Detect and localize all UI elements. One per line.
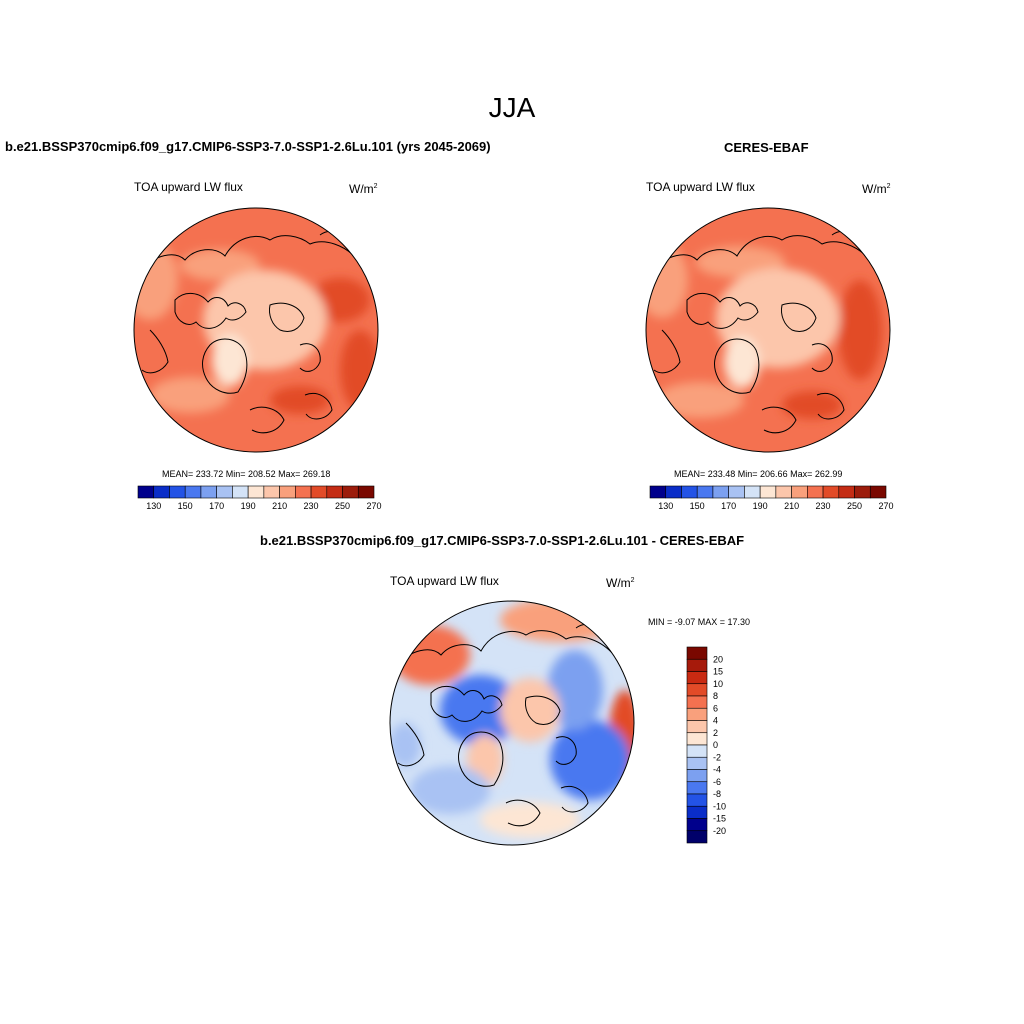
colorbar-ceres-label: 170 xyxy=(721,501,736,511)
colorbar-difference-label: -10 xyxy=(713,801,726,811)
colorbar-difference-swatch xyxy=(686,769,708,783)
colorbar-model-swatch xyxy=(326,485,343,499)
colorbar-model-label: 190 xyxy=(241,501,256,511)
colorbar-model-swatch xyxy=(169,485,186,499)
colorbar-ceres: 130 150 170 190 210 230 250 270 xyxy=(649,485,894,511)
colorbar-model-label: 270 xyxy=(366,501,381,511)
colorbar-ceres-swatch xyxy=(822,485,840,499)
colorbar-difference-label: -15 xyxy=(713,814,726,824)
colorbar-difference-swatch xyxy=(686,707,708,721)
map-model xyxy=(134,208,378,452)
colorbar-ceres-label: 190 xyxy=(753,501,768,511)
colorbar-model-swatch xyxy=(184,485,202,499)
colorbar-model-swatch xyxy=(342,485,359,499)
colorbar-difference-swatch xyxy=(686,695,708,709)
colorbar-ceres-label: 130 xyxy=(658,501,673,511)
colorbar-model-label: 230 xyxy=(304,501,319,511)
colorbar-difference-swatch xyxy=(686,720,708,734)
panel-1-stats: MEAN= 233.72 Min= 208.52 Max= 269.18 xyxy=(162,469,331,479)
colorbar-ceres-swatch xyxy=(854,485,871,499)
colorbar-model-label: 150 xyxy=(178,501,193,511)
panel-2-variable: TOA upward LW flux xyxy=(646,180,755,194)
colorbar-model-swatch xyxy=(357,485,375,499)
colorbar-ceres-swatch xyxy=(807,485,824,499)
panel-1-variable: TOA upward LW flux xyxy=(134,180,243,194)
colorbar-difference-swatch xyxy=(686,646,708,660)
colorbar-model-label: 250 xyxy=(335,501,350,511)
colorbar-ceres-swatch xyxy=(696,485,714,499)
colorbar-ceres-label: 230 xyxy=(816,501,831,511)
panel-1-title: b.e21.BSSP370cmip6.f09_g17.CMIP6-SSP3-7.… xyxy=(5,139,491,154)
colorbar-model-swatch xyxy=(279,485,296,499)
colorbar-model-swatch xyxy=(200,485,217,499)
colorbar-difference-swatch xyxy=(686,830,708,844)
panel-3-variable: TOA upward LW flux xyxy=(390,574,499,588)
colorbar-difference-label: -4 xyxy=(713,765,721,775)
colorbar-difference-label: 4 xyxy=(713,716,718,726)
colorbar-difference-swatch xyxy=(686,805,708,819)
colorbar-difference-swatch xyxy=(686,756,708,770)
colorbar-difference-label: -8 xyxy=(713,789,721,799)
colorbar-difference-label: -6 xyxy=(713,777,721,787)
colorbar-difference-label: -20 xyxy=(713,826,726,836)
colorbar-ceres-label: 270 xyxy=(878,501,893,511)
colorbar-difference-swatch xyxy=(686,781,708,795)
colorbar-model-swatch xyxy=(295,485,312,499)
panel-2-title: CERES-EBAF xyxy=(724,140,809,155)
colorbar-ceres-swatch xyxy=(712,485,729,499)
figure-title: JJA xyxy=(488,92,536,123)
panel-1-units: W/m2 xyxy=(349,182,378,196)
panel-2-stats: MEAN= 233.48 Min= 206.66 Max= 262.99 xyxy=(674,469,843,479)
colorbar-difference-label: 20 xyxy=(713,654,723,664)
colorbar-difference-swatch xyxy=(686,793,708,807)
colorbar-difference-swatch xyxy=(686,683,708,697)
map-ceres xyxy=(646,208,890,452)
colorbar-ceres-swatch xyxy=(869,485,887,499)
map-difference xyxy=(390,601,634,845)
colorbar-ceres-swatch xyxy=(744,485,761,499)
colorbar-difference-label: 6 xyxy=(713,703,718,713)
colorbar-model: 130 150 170 190 210 230 250 270 xyxy=(137,485,382,511)
colorbar-ceres-swatch xyxy=(665,485,682,499)
colorbar-difference-label: 10 xyxy=(713,679,723,689)
colorbar-ceres-swatch xyxy=(791,485,808,499)
panel-3-units: W/m2 xyxy=(606,576,635,590)
colorbar-difference-swatch xyxy=(686,732,708,746)
colorbar-ceres-swatch xyxy=(775,485,792,499)
colorbar-ceres-swatch xyxy=(759,485,777,499)
colorbar-model-label: 170 xyxy=(209,501,224,511)
colorbar-difference-swatch xyxy=(686,658,708,672)
colorbar-model-swatch xyxy=(216,485,233,499)
colorbar-ceres-label: 150 xyxy=(690,501,705,511)
panel-2-units: W/m2 xyxy=(862,182,891,196)
colorbar-model-swatch xyxy=(232,485,249,499)
colorbar-model-swatch xyxy=(247,485,265,499)
colorbar-ceres-swatch xyxy=(681,485,698,499)
colorbar-difference-label: 8 xyxy=(713,691,718,701)
colorbar-model-swatch xyxy=(137,485,155,499)
colorbar-ceres-swatch xyxy=(649,485,667,499)
colorbar-difference-label: 0 xyxy=(713,740,718,750)
colorbar-ceres-label: 250 xyxy=(847,501,862,511)
colorbar-difference-swatch xyxy=(686,671,708,685)
colorbar-difference-swatch xyxy=(686,818,708,832)
colorbar-difference-swatch xyxy=(686,744,708,758)
colorbar-model-label: 130 xyxy=(146,501,161,511)
colorbar-ceres-swatch xyxy=(838,485,855,499)
panel-3-title: b.e21.BSSP370cmip6.f09_g17.CMIP6-SSP3-7.… xyxy=(260,533,745,548)
colorbar-model-label: 210 xyxy=(272,501,287,511)
colorbar-model-swatch xyxy=(153,485,170,499)
colorbar-ceres-label: 210 xyxy=(784,501,799,511)
colorbar-difference-label: -2 xyxy=(713,752,721,762)
colorbar-ceres-swatch xyxy=(728,485,745,499)
colorbar-model-swatch xyxy=(310,485,328,499)
colorbar-model-swatch xyxy=(263,485,280,499)
colorbar-difference-label: 15 xyxy=(713,667,723,677)
panel-3-stats: MIN = -9.07 MAX = 17.30 xyxy=(648,617,751,627)
colorbar-difference-label: 2 xyxy=(713,728,718,738)
